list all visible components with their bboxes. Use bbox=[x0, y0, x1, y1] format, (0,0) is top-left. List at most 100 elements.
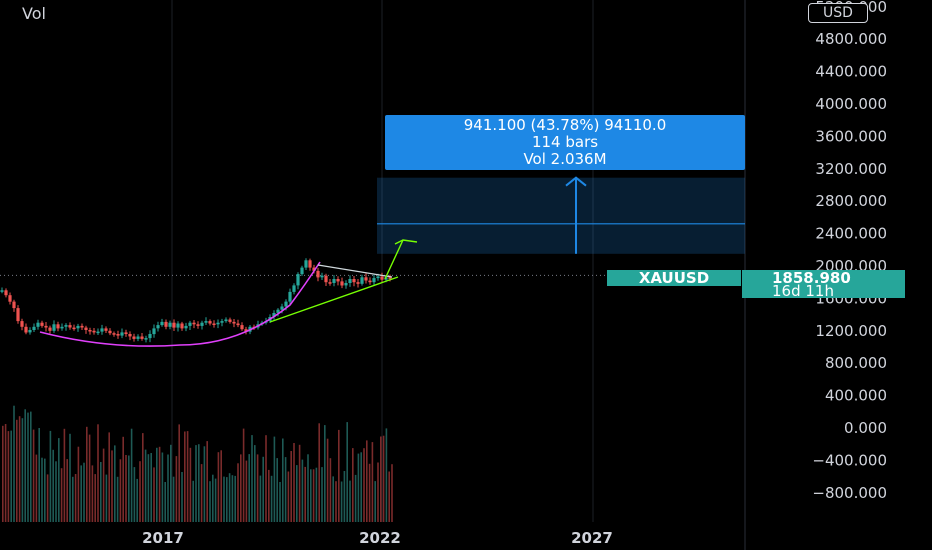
candle bbox=[56, 324, 60, 329]
last-price-tag: 1858.980 16d 11h bbox=[742, 270, 905, 299]
candle bbox=[328, 282, 332, 284]
candle bbox=[372, 278, 376, 283]
candle bbox=[128, 334, 132, 337]
volume-bar bbox=[326, 438, 329, 522]
currency-button[interactable]: USD bbox=[808, 3, 868, 23]
volume-bar bbox=[220, 450, 222, 522]
candle bbox=[28, 330, 32, 333]
candle bbox=[0, 290, 4, 292]
volume-bar bbox=[97, 424, 99, 522]
volume-bar bbox=[136, 478, 138, 522]
candle bbox=[296, 274, 300, 286]
volume-bar bbox=[259, 475, 262, 522]
candle bbox=[368, 280, 372, 283]
volume-bar bbox=[307, 454, 309, 522]
volume-bar bbox=[298, 444, 301, 522]
volume-bar bbox=[304, 466, 306, 522]
volume-bar bbox=[122, 436, 124, 522]
volume-indicator-label[interactable]: Vol bbox=[22, 4, 46, 23]
volume-bar bbox=[175, 456, 178, 522]
resistance-trendline bbox=[317, 264, 393, 278]
candle bbox=[104, 328, 108, 331]
volume-bar bbox=[349, 480, 351, 522]
volume-bar bbox=[158, 446, 161, 522]
time-axis: 2017 2022 2027 bbox=[142, 529, 613, 547]
candle bbox=[232, 321, 236, 324]
candle bbox=[312, 267, 316, 271]
volume-bar bbox=[105, 474, 108, 522]
candle bbox=[76, 325, 80, 329]
volume-bar bbox=[58, 438, 60, 522]
measure-info-box bbox=[385, 115, 745, 170]
candle bbox=[276, 309, 280, 313]
candle bbox=[344, 283, 348, 286]
volume-bar bbox=[276, 458, 278, 522]
candle bbox=[108, 330, 112, 334]
candle bbox=[292, 285, 296, 292]
y-tick-label: 400.000 bbox=[825, 387, 887, 405]
volume-bar bbox=[170, 444, 172, 522]
candle bbox=[200, 322, 204, 326]
volume-bar bbox=[388, 471, 390, 522]
volume-bar bbox=[371, 442, 374, 522]
candle bbox=[300, 267, 304, 275]
volume-bar bbox=[27, 412, 29, 522]
volume-bar bbox=[144, 449, 147, 522]
candle bbox=[52, 324, 56, 331]
volume-bar bbox=[119, 459, 122, 522]
volume-bar bbox=[128, 455, 130, 522]
volume-bar bbox=[52, 449, 54, 522]
candle bbox=[336, 279, 340, 282]
candle bbox=[4, 290, 8, 296]
y-tick-label: 800.000 bbox=[825, 354, 887, 372]
candle bbox=[208, 321, 212, 324]
volume-bar bbox=[254, 445, 256, 522]
volume-bar bbox=[217, 452, 220, 522]
candle bbox=[196, 324, 200, 326]
volume-bar bbox=[374, 481, 376, 522]
volume-bar bbox=[195, 445, 197, 522]
candle bbox=[192, 322, 196, 325]
candle bbox=[324, 275, 328, 283]
volume-bar bbox=[368, 463, 371, 522]
volume-bar bbox=[55, 461, 57, 522]
y-tick-label: 2400.000 bbox=[815, 225, 887, 243]
candle bbox=[12, 301, 16, 309]
volume-bar bbox=[223, 476, 225, 522]
volume-bar bbox=[234, 475, 236, 522]
volume-bar bbox=[88, 434, 91, 522]
candle bbox=[136, 336, 140, 339]
volume-bar bbox=[153, 467, 155, 522]
volume-bar bbox=[77, 446, 80, 522]
candle bbox=[316, 270, 320, 278]
candle bbox=[24, 326, 28, 333]
volume-bar bbox=[209, 481, 211, 522]
volume-bar bbox=[198, 444, 200, 522]
volume-bar bbox=[315, 467, 318, 522]
candle bbox=[340, 281, 344, 286]
x-tick-label: 2027 bbox=[571, 529, 613, 547]
volume-bar bbox=[66, 459, 68, 522]
candle bbox=[48, 327, 52, 331]
candle bbox=[244, 329, 248, 332]
volume-bar bbox=[287, 471, 290, 522]
candle bbox=[348, 279, 352, 283]
volume-bar bbox=[290, 451, 292, 522]
volume-bar bbox=[142, 433, 144, 522]
volume-bar bbox=[147, 454, 150, 522]
volume-bar bbox=[200, 464, 203, 522]
candle bbox=[84, 327, 88, 330]
candle bbox=[100, 328, 104, 332]
volume-bar bbox=[270, 475, 273, 522]
y-tick-label: 4000.000 bbox=[815, 95, 887, 113]
volume-bar bbox=[212, 474, 214, 522]
y-tick-label: 4800.000 bbox=[815, 30, 887, 48]
volume-bar bbox=[41, 457, 43, 522]
volume-bar bbox=[240, 454, 242, 522]
volume-bar bbox=[192, 480, 194, 522]
candle bbox=[80, 325, 84, 328]
projection-arrow-head bbox=[394, 239, 418, 245]
volume-bar bbox=[60, 468, 63, 522]
volume-bar bbox=[242, 428, 245, 522]
volume-bar bbox=[16, 419, 18, 522]
